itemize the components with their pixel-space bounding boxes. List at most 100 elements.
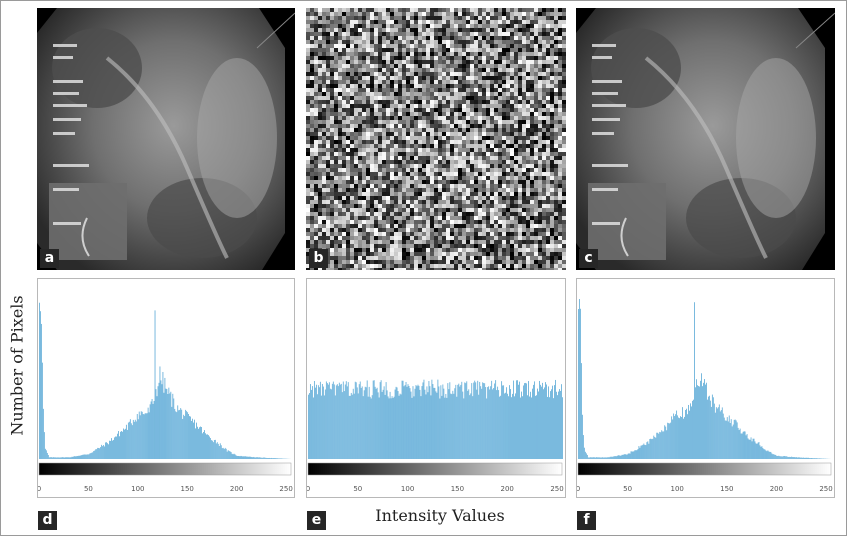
histogram-bar: [559, 389, 560, 459]
histogram-bar: [733, 419, 735, 459]
histogram-bar: [110, 440, 111, 459]
histogram-bar: [212, 442, 214, 459]
histogram-bar: [744, 431, 746, 459]
histogram-bar: [46, 452, 48, 459]
histogram-bar: [328, 382, 330, 459]
histogram-bar: [486, 398, 488, 459]
histogram-bar: [443, 388, 445, 459]
histogram-bar: [233, 453, 235, 459]
histogram-bar: [451, 394, 453, 459]
histogram-bar: [78, 455, 80, 459]
histogram-bar: [754, 441, 756, 459]
histogram-bar: [255, 457, 257, 459]
histogram-bar: [748, 439, 750, 459]
histogram-bar: [141, 411, 143, 459]
histogram-bar: [681, 417, 682, 459]
histogram-bar: [615, 456, 617, 459]
histogram-bar: [98, 447, 100, 459]
panel-a-endoscopy-image: a: [37, 8, 295, 270]
histogram-bar: [616, 455, 618, 459]
histogram-bar: [511, 397, 512, 459]
histogram-bar: [324, 389, 326, 459]
histogram-bar: [621, 454, 623, 459]
histogram-bar: [213, 440, 215, 459]
histogram-bar: [63, 457, 65, 459]
histogram-bar: [108, 444, 109, 459]
histogram-bar: [228, 450, 230, 459]
histogram-bar: [122, 431, 123, 459]
histogram-bar: [395, 386, 397, 459]
histogram-bar: [332, 381, 334, 459]
histogram-bar: [780, 456, 782, 459]
histogram-bar: [811, 458, 812, 459]
histogram-bar: [583, 447, 585, 459]
histogram-bar: [369, 396, 371, 459]
histogram-bar: [684, 416, 685, 459]
histogram-bar: [687, 414, 688, 459]
histogram-bar: [188, 413, 190, 459]
histogram-bar: [767, 450, 769, 459]
histogram-bar: [582, 435, 584, 459]
histogram-bar: [69, 457, 71, 459]
histogram-bar: [819, 458, 820, 459]
histogram-bar: [192, 418, 193, 459]
histogram-bar: [724, 420, 726, 459]
intensity-gradient-bar: [38, 462, 292, 476]
histogram-bar: [410, 391, 412, 459]
histogram-bar: [402, 380, 404, 459]
histogram-bar: [119, 436, 120, 459]
histogram-bar: [138, 411, 140, 459]
histogram-bar: [129, 419, 131, 459]
histogram-bar: [665, 426, 667, 459]
histogram-bar: [532, 388, 533, 459]
histogram-bar: [689, 410, 690, 459]
histogram-bar: [217, 443, 219, 459]
histogram-bar: [465, 383, 467, 459]
histogram-chart-d: 0 50 100 150 200 250: [38, 302, 293, 493]
histogram-bar: [313, 381, 315, 459]
histogram-bar: [623, 454, 625, 459]
histogram-bar: [764, 449, 766, 459]
histogram-bar: [690, 403, 691, 459]
histogram-bar: [118, 431, 119, 459]
histogram-bar: [227, 450, 229, 459]
histogram-bar: [176, 412, 178, 459]
histogram-bar: [177, 405, 179, 459]
histogram-bar: [709, 400, 711, 459]
histogram-bar: [725, 420, 727, 459]
histogram-bar: [478, 394, 480, 459]
histogram-bar: [244, 456, 246, 459]
histogram-bar: [371, 395, 373, 459]
histogram-bar: [58, 457, 60, 459]
histogram-bar: [59, 457, 61, 459]
histogram-bar: [644, 444, 646, 459]
histogram-bar: [418, 385, 420, 459]
histogram-bar: [579, 308, 581, 459]
histogram-bars: [578, 299, 831, 459]
histogram-bar: [519, 381, 520, 459]
histogram-bar: [589, 457, 591, 459]
histogram-bar: [783, 456, 785, 459]
histogram-bar: [312, 397, 314, 459]
histogram-bar: [180, 408, 182, 459]
histogram-bar: [697, 385, 698, 459]
histogram-bar: [175, 411, 177, 459]
histogram-bar: [145, 413, 147, 459]
histogram-bar: [235, 455, 237, 459]
histogram-bar: [121, 431, 122, 459]
histogram-bar: [394, 389, 396, 459]
histogram-bar: [248, 456, 250, 459]
histogram-bar: [816, 458, 817, 459]
histogram-bar: [123, 429, 125, 459]
histogram-bar: [755, 443, 757, 459]
histogram-bar: [508, 396, 510, 459]
histogram-bar: [500, 395, 502, 459]
histogram-bar: [778, 455, 780, 459]
histogram-bar: [397, 391, 399, 459]
histogram-bar: [553, 398, 554, 459]
histogram-bar: [426, 386, 428, 459]
histogram-bar: [183, 414, 185, 459]
histogram-bar: [457, 384, 459, 459]
histogram-bar: [682, 407, 683, 459]
x-tick-label: 50: [353, 485, 362, 493]
